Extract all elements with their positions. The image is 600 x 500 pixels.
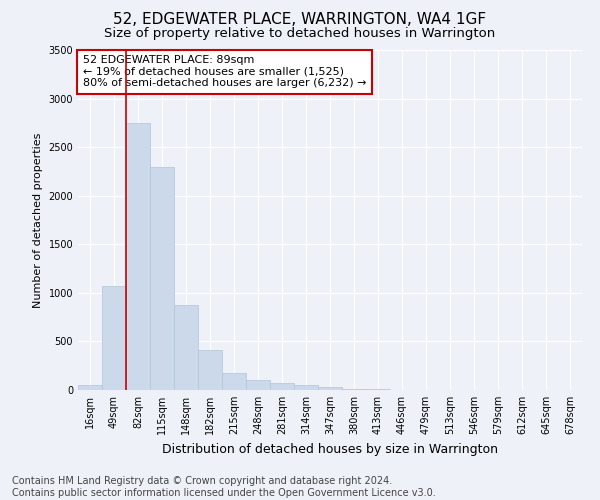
- Bar: [126, 123, 150, 390]
- Bar: [270, 382, 294, 390]
- Text: 52 EDGEWATER PLACE: 89sqm
← 19% of detached houses are smaller (1,525)
80% of se: 52 EDGEWATER PLACE: 89sqm ← 19% of detac…: [83, 55, 367, 88]
- Text: Size of property relative to detached houses in Warrington: Size of property relative to detached ho…: [104, 28, 496, 40]
- Bar: [318, 387, 342, 390]
- X-axis label: Distribution of detached houses by size in Warrington: Distribution of detached houses by size …: [162, 442, 498, 456]
- Bar: [222, 373, 246, 390]
- Bar: [150, 166, 174, 390]
- Bar: [366, 389, 390, 390]
- Bar: [174, 305, 198, 390]
- Bar: [102, 286, 126, 390]
- Bar: [78, 385, 102, 390]
- Bar: [342, 388, 366, 390]
- Text: Contains HM Land Registry data © Crown copyright and database right 2024.
Contai: Contains HM Land Registry data © Crown c…: [12, 476, 436, 498]
- Text: 52, EDGEWATER PLACE, WARRINGTON, WA4 1GF: 52, EDGEWATER PLACE, WARRINGTON, WA4 1GF: [113, 12, 487, 28]
- Bar: [198, 350, 222, 390]
- Y-axis label: Number of detached properties: Number of detached properties: [33, 132, 43, 308]
- Bar: [246, 380, 270, 390]
- Bar: [294, 384, 318, 390]
